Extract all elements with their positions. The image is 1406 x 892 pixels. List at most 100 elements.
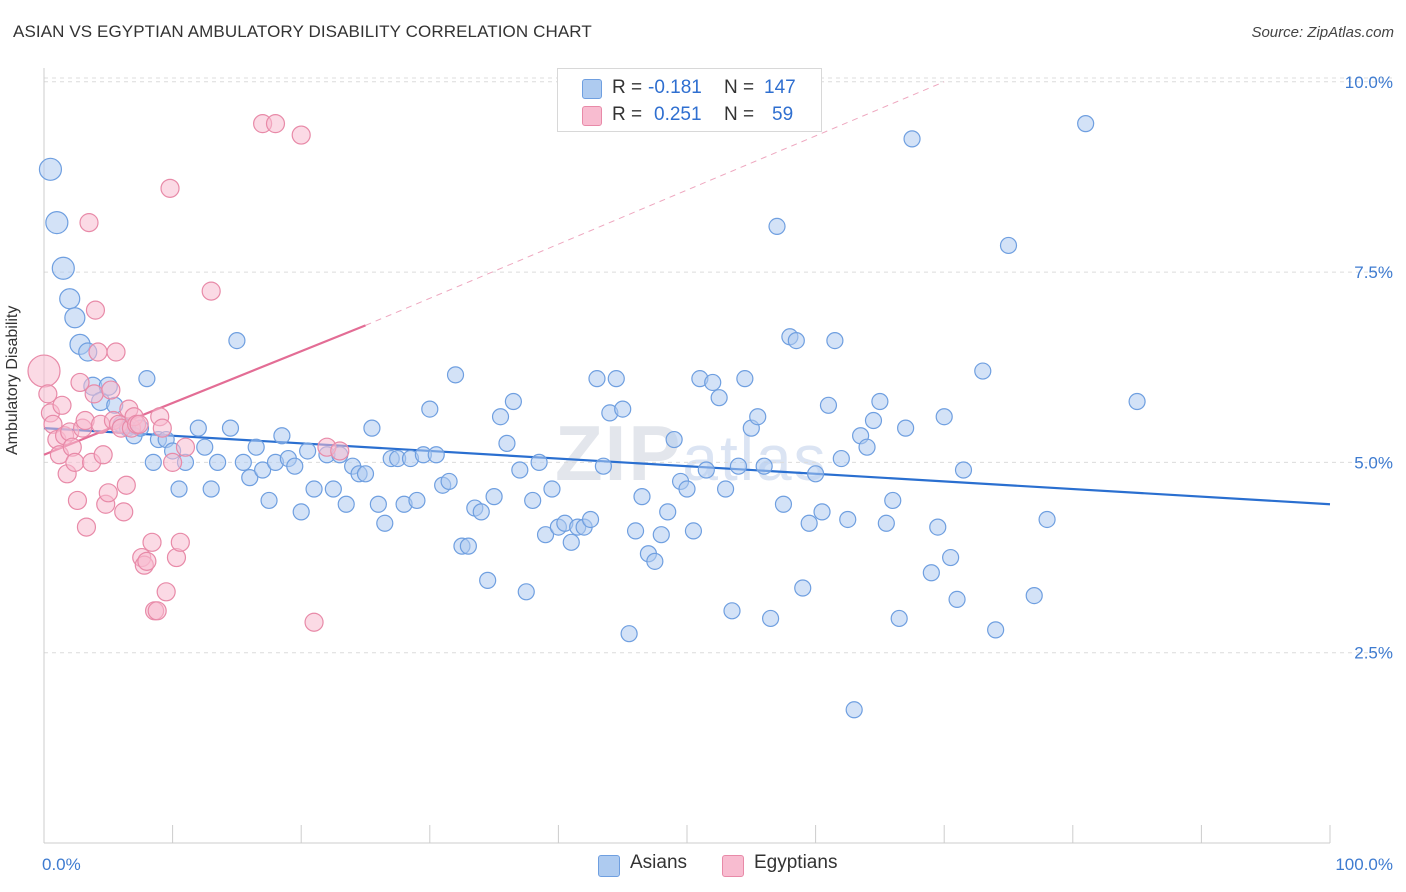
point-asians <box>543 480 561 498</box>
x-tick-label: 100.0% <box>1335 855 1393 874</box>
point-egyptians <box>116 475 136 495</box>
point-asians <box>607 370 625 388</box>
point-egyptians <box>156 582 176 602</box>
point-asians <box>626 522 645 540</box>
point-egyptians <box>27 354 61 388</box>
point-asians <box>472 503 490 521</box>
point-asians <box>845 701 863 719</box>
point-asians <box>749 408 767 426</box>
point-asians <box>299 442 317 460</box>
point-asians <box>305 480 323 498</box>
legend-r-label: R = <box>612 77 643 98</box>
point-asians <box>369 495 387 513</box>
point-asians <box>209 453 227 471</box>
point-egyptians <box>84 384 104 404</box>
point-asians <box>427 446 445 464</box>
legend-swatch-asians <box>598 855 620 877</box>
point-asians <box>491 408 510 426</box>
point-asians <box>64 307 86 329</box>
point-egyptians <box>330 441 350 461</box>
point-egyptians <box>142 532 162 552</box>
point-egyptians <box>70 372 90 393</box>
point-asians <box>273 427 291 445</box>
point-asians <box>929 518 947 536</box>
point-egyptians <box>101 380 121 400</box>
point-asians <box>871 392 889 411</box>
point-asians <box>761 609 780 628</box>
point-asians <box>974 362 992 380</box>
y-tick-label: 7.5% <box>1354 263 1393 282</box>
x-tick-label: 0.0% <box>42 855 81 874</box>
point-asians <box>736 370 754 388</box>
y-tick-label: 2.5% <box>1354 644 1393 663</box>
point-asians <box>826 331 844 350</box>
point-egyptians <box>79 213 99 233</box>
point-asians <box>459 537 477 555</box>
point-asians <box>286 457 304 475</box>
point-egyptians <box>147 601 167 621</box>
point-asians <box>260 491 278 510</box>
point-asians <box>819 396 838 414</box>
point-egyptians <box>67 490 88 511</box>
point-asians <box>659 503 677 521</box>
point-asians <box>324 480 342 498</box>
legend-n-label: N = <box>724 77 755 98</box>
point-asians <box>987 621 1005 639</box>
point-asians <box>581 510 600 529</box>
legend-swatch-asians <box>582 79 602 99</box>
point-asians <box>524 491 542 510</box>
point-asians <box>646 552 664 570</box>
point-egyptians <box>76 517 97 537</box>
series-legend: Asians Egyptians <box>0 852 1406 878</box>
legend-swatch-egyptians <box>582 106 602 126</box>
point-asians <box>922 564 940 582</box>
point-asians <box>254 461 272 479</box>
stats-legend: R = -0.181 N = 147 R = 0.251 N = 59 <box>557 68 822 132</box>
point-asians <box>954 461 973 479</box>
point-egyptians <box>152 418 172 438</box>
point-asians <box>948 590 966 609</box>
point-asians <box>620 625 638 643</box>
point-egyptians <box>98 483 118 503</box>
legend-n-value: 59 <box>772 104 794 125</box>
point-asians <box>1077 115 1095 133</box>
point-egyptians <box>304 612 324 632</box>
point-asians <box>421 400 439 418</box>
legend-n-label: N = <box>724 104 755 125</box>
point-asians <box>241 469 259 487</box>
point-egyptians <box>114 502 134 522</box>
point-asians <box>633 488 651 506</box>
point-egyptians <box>106 342 126 362</box>
point-egyptians <box>170 532 190 552</box>
point-asians <box>562 533 580 551</box>
data-points <box>27 114 1146 719</box>
point-asians <box>665 430 683 449</box>
point-asians <box>170 480 188 498</box>
point-asians <box>234 453 252 471</box>
point-asians <box>517 583 535 601</box>
legend-swatch-egyptians <box>722 855 744 877</box>
point-asians <box>903 130 921 148</box>
point-egyptians <box>163 452 183 472</box>
point-asians <box>678 480 696 498</box>
point-asians <box>530 453 548 471</box>
point-asians <box>51 256 75 280</box>
point-egyptians <box>93 445 113 465</box>
point-asians <box>588 370 606 388</box>
watermark-zip: ZIP <box>555 409 683 497</box>
point-asians <box>710 389 728 407</box>
point-asians <box>935 408 953 426</box>
point-asians <box>45 211 69 235</box>
point-egyptians <box>160 178 180 198</box>
legend-r-value: -0.181 <box>648 77 702 98</box>
point-asians <box>704 373 722 392</box>
point-asians <box>697 461 715 479</box>
point-asians <box>292 503 310 521</box>
point-asians <box>768 217 786 236</box>
point-asians <box>877 514 895 532</box>
point-asians <box>884 491 902 510</box>
source-note: Source: ZipAtlas.com <box>1251 24 1394 41</box>
chart-title: ASIAN VS EGYPTIAN AMBULATORY DISABILITY … <box>13 22 592 41</box>
point-asians <box>189 419 207 437</box>
